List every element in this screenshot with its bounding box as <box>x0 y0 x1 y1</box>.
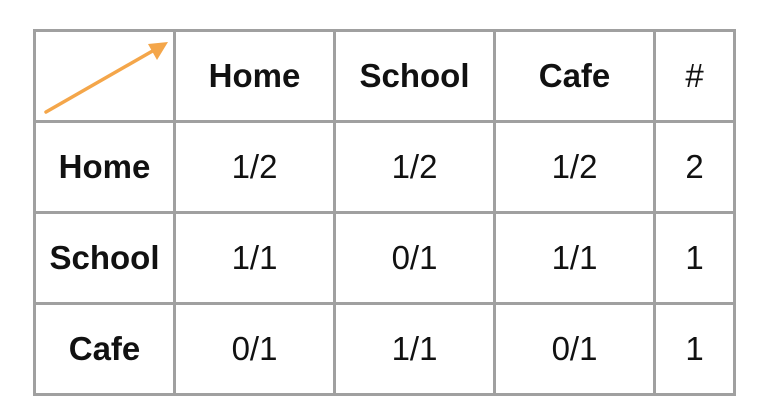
corner-cell <box>33 29 176 123</box>
table-cell-count: 2 <box>653 120 736 214</box>
row-header-home: Home <box>33 120 176 214</box>
row-header-school: School <box>33 211 176 305</box>
column-header-count: # <box>653 29 736 123</box>
arrow-up-right-icon <box>44 42 168 114</box>
table-cell-count: 1 <box>653 302 736 396</box>
column-header-cafe: Cafe <box>493 29 656 123</box>
table-cell: 1/1 <box>493 211 656 305</box>
table-cell: 1/2 <box>333 120 496 214</box>
table-cell: 0/1 <box>173 302 336 396</box>
table-cell: 1/2 <box>173 120 336 214</box>
table-cell: 1/1 <box>333 302 496 396</box>
table-cell: 1/2 <box>493 120 656 214</box>
column-header-home: Home <box>173 29 336 123</box>
table-cell: 1/1 <box>173 211 336 305</box>
header-row: Home School Cafe # <box>33 29 736 123</box>
row-header-cafe: Cafe <box>33 302 176 396</box>
table-cell: 0/1 <box>333 211 496 305</box>
table-row-school: School 1/1 0/1 1/1 1 <box>33 211 736 305</box>
transition-table: Home School Cafe # Home 1/2 1/2 1/2 2 Sc… <box>33 29 736 396</box>
column-header-school: School <box>333 29 496 123</box>
table-cell-count: 1 <box>653 211 736 305</box>
table-row-cafe: Cafe 0/1 1/1 0/1 1 <box>33 302 736 396</box>
table-cell: 0/1 <box>493 302 656 396</box>
table-row-home: Home 1/2 1/2 1/2 2 <box>33 120 736 214</box>
